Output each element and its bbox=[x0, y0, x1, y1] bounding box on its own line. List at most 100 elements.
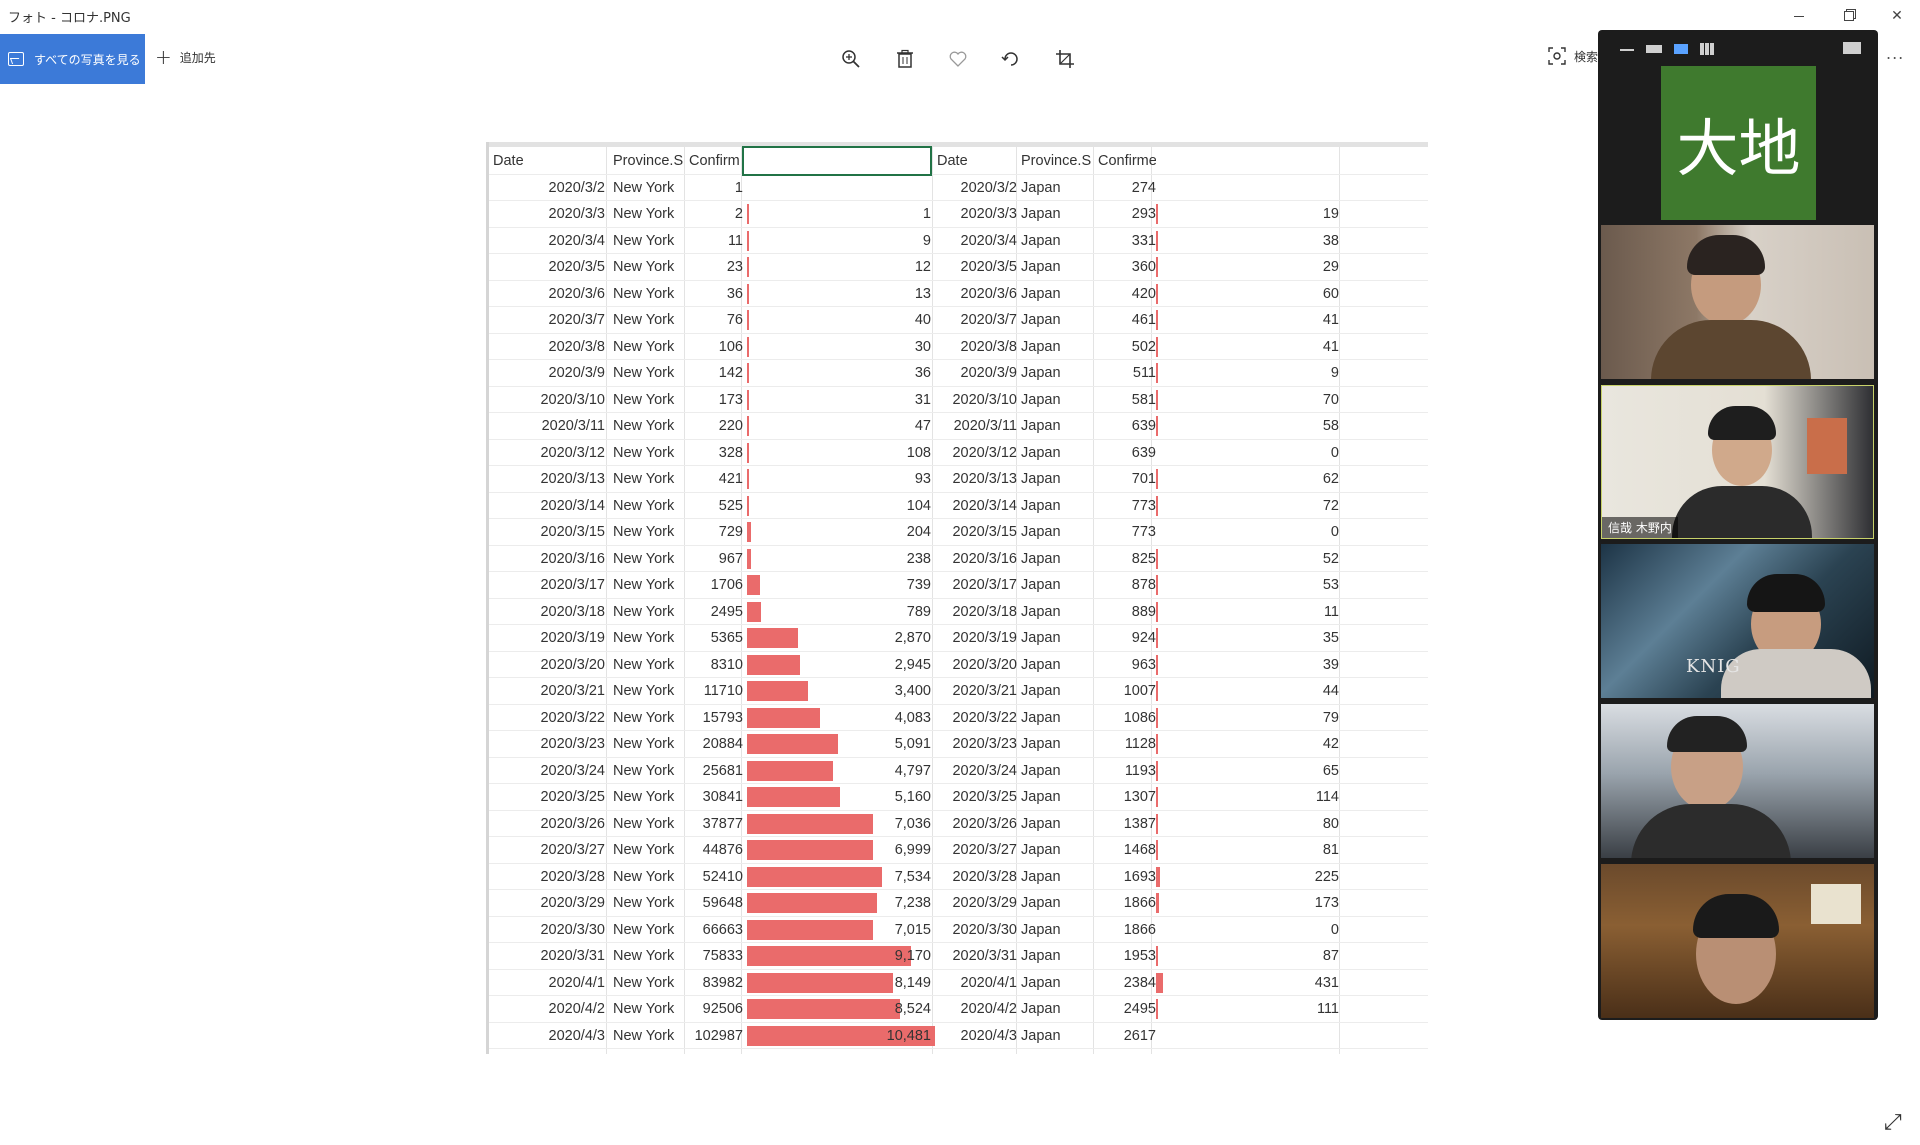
table-cell[interactable]: 11 bbox=[727, 232, 743, 249]
table-cell[interactable]: 59648 bbox=[702, 895, 743, 911]
table-cell[interactable]: 3,400 bbox=[894, 683, 931, 699]
table-cell[interactable]: 8,149 bbox=[894, 974, 931, 991]
table-cell[interactable]: 93 bbox=[914, 471, 931, 487]
table-cell[interactable]: New York bbox=[613, 444, 675, 461]
table-cell[interactable]: 220 bbox=[718, 418, 743, 434]
table-cell[interactable]: 102987 bbox=[694, 1027, 743, 1044]
table-cell[interactable]: 2,945 bbox=[894, 656, 931, 673]
table-cell[interactable]: New York bbox=[613, 259, 675, 275]
table-cell[interactable]: New York bbox=[613, 497, 675, 514]
table-cell[interactable]: 2020/4/3 bbox=[960, 1027, 1017, 1044]
table-cell[interactable]: Japan bbox=[1021, 497, 1061, 514]
table-cell[interactable]: 66663 bbox=[702, 921, 743, 938]
table-cell[interactable]: 2020/3/21 bbox=[540, 683, 605, 699]
table-cell[interactable]: Japan bbox=[1021, 338, 1061, 355]
table-cell[interactable]: 8,524 bbox=[894, 1001, 931, 1017]
table-cell[interactable]: 2020/3/13 bbox=[952, 471, 1017, 487]
table-cell[interactable]: 773 bbox=[1131, 497, 1156, 514]
table-cell[interactable]: Japan bbox=[1021, 736, 1061, 752]
table-cell[interactable]: 58 bbox=[1322, 418, 1339, 434]
table-cell[interactable]: 173 bbox=[1314, 895, 1339, 911]
table-cell[interactable]: 2020/3/17 bbox=[540, 577, 605, 593]
table-cell[interactable]: 773 bbox=[1131, 524, 1156, 540]
table-cell[interactable]: 60 bbox=[1322, 285, 1339, 302]
table-cell[interactable]: 0 bbox=[1330, 524, 1339, 540]
table-cell[interactable]: 2020/3/17 bbox=[952, 577, 1017, 593]
table-cell[interactable]: New York bbox=[613, 206, 675, 222]
table-cell[interactable]: 2020/4/2 bbox=[548, 1001, 605, 1017]
table-cell[interactable]: 40 bbox=[914, 312, 931, 328]
table-cell[interactable]: 2495 bbox=[710, 603, 743, 620]
table-cell[interactable]: 52410 bbox=[702, 868, 743, 885]
table-cell[interactable]: 6,999 bbox=[894, 842, 931, 858]
table-cell[interactable] bbox=[1157, 175, 1339, 201]
table-cell[interactable]: Japan bbox=[1021, 842, 1061, 858]
table-cell[interactable]: 75833 bbox=[702, 948, 743, 964]
table-cell[interactable]: 2020/3/16 bbox=[952, 550, 1017, 567]
table-cell[interactable]: 44876 bbox=[702, 842, 743, 858]
table-cell[interactable]: Japan bbox=[1021, 895, 1061, 911]
table-cell[interactable]: New York bbox=[613, 709, 675, 726]
table-cell[interactable]: 2020/3/25 bbox=[952, 789, 1017, 805]
table-cell[interactable]: 2020/4/2 bbox=[960, 1001, 1017, 1017]
table-cell[interactable]: Japan bbox=[1021, 815, 1061, 832]
favorite-button[interactable] bbox=[945, 46, 971, 72]
table-cell[interactable]: 108 bbox=[906, 444, 931, 461]
table-cell[interactable]: 2020/3/24 bbox=[540, 762, 605, 779]
table-cell[interactable]: 7,036 bbox=[894, 815, 931, 832]
table-cell[interactable]: 39 bbox=[1322, 656, 1339, 673]
table-cell[interactable]: 525 bbox=[718, 497, 743, 514]
table-cell[interactable]: New York bbox=[613, 365, 675, 381]
table-cell[interactable]: Japan bbox=[1021, 656, 1061, 673]
table-cell[interactable]: 2020/4/1 bbox=[548, 974, 605, 991]
table-cell[interactable]: 274 bbox=[1131, 179, 1156, 196]
table-cell[interactable]: 2020/3/7 bbox=[548, 312, 605, 328]
table-cell[interactable]: 2020/3/2 bbox=[960, 179, 1017, 196]
table-cell[interactable]: Japan bbox=[1021, 630, 1061, 646]
table-cell[interactable]: 2020/3/29 bbox=[540, 895, 605, 911]
table-cell[interactable]: 76 bbox=[726, 312, 743, 328]
table-cell[interactable]: 639 bbox=[1131, 418, 1156, 434]
table-cell[interactable]: 2020/3/4 bbox=[548, 232, 605, 249]
table-cell[interactable]: Japan bbox=[1021, 974, 1061, 991]
table-cell[interactable]: 0 bbox=[1330, 921, 1339, 938]
table-cell[interactable]: 331 bbox=[1131, 232, 1156, 249]
table-cell[interactable]: 38 bbox=[1322, 232, 1339, 249]
close-button[interactable]: ✕ bbox=[1874, 0, 1920, 32]
more-options-button[interactable]: ... bbox=[1886, 44, 1904, 63]
table-cell[interactable]: 328 bbox=[718, 444, 743, 461]
gallery-view-icon[interactable] bbox=[1700, 43, 1714, 55]
table-cell[interactable]: 2020/3/26 bbox=[952, 815, 1017, 832]
table-cell[interactable]: 825 bbox=[1131, 550, 1156, 567]
table-cell[interactable]: 12 bbox=[914, 259, 931, 275]
table-cell[interactable]: 2020/3/8 bbox=[548, 338, 605, 355]
table-cell[interactable]: 35 bbox=[1322, 630, 1339, 646]
table-cell[interactable]: 2020/3/20 bbox=[540, 656, 605, 673]
table-cell[interactable]: 2020/3/3 bbox=[960, 206, 1017, 222]
table-cell[interactable]: 2020/3/3 bbox=[548, 206, 605, 222]
table-cell[interactable]: 2020/3/31 bbox=[952, 948, 1017, 964]
table-cell[interactable]: 11710 bbox=[703, 683, 743, 699]
table-cell[interactable]: 2020/3/16 bbox=[540, 550, 605, 567]
table-cell[interactable]: 639 bbox=[1131, 444, 1156, 461]
table-cell[interactable]: New York bbox=[613, 391, 675, 408]
table-cell[interactable]: 9 bbox=[1330, 365, 1339, 381]
table-cell[interactable]: 20884 bbox=[702, 736, 743, 752]
table-cell[interactable]: 204 bbox=[906, 524, 931, 540]
table-cell[interactable]: 2020/3/18 bbox=[952, 603, 1017, 620]
table-cell[interactable]: Japan bbox=[1021, 921, 1061, 938]
table-cell[interactable]: Japan bbox=[1021, 683, 1061, 699]
table-cell[interactable]: New York bbox=[613, 921, 675, 938]
table-cell[interactable]: New York bbox=[613, 630, 675, 646]
table-cell[interactable]: Japan bbox=[1021, 577, 1061, 593]
table-cell[interactable]: New York bbox=[613, 1001, 675, 1017]
table-cell[interactable]: 9,170 bbox=[894, 948, 931, 964]
restore-button[interactable] bbox=[1826, 0, 1872, 32]
table-cell[interactable]: Japan bbox=[1021, 391, 1061, 408]
minimize-button[interactable] bbox=[1776, 0, 1822, 32]
table-cell[interactable]: Japan bbox=[1021, 1001, 1061, 1017]
table-cell[interactable]: 967 bbox=[718, 550, 743, 567]
table-cell[interactable]: Japan bbox=[1021, 550, 1061, 567]
table-cell[interactable]: 1387 bbox=[1123, 815, 1156, 832]
table-cell[interactable]: 924 bbox=[1131, 630, 1156, 646]
